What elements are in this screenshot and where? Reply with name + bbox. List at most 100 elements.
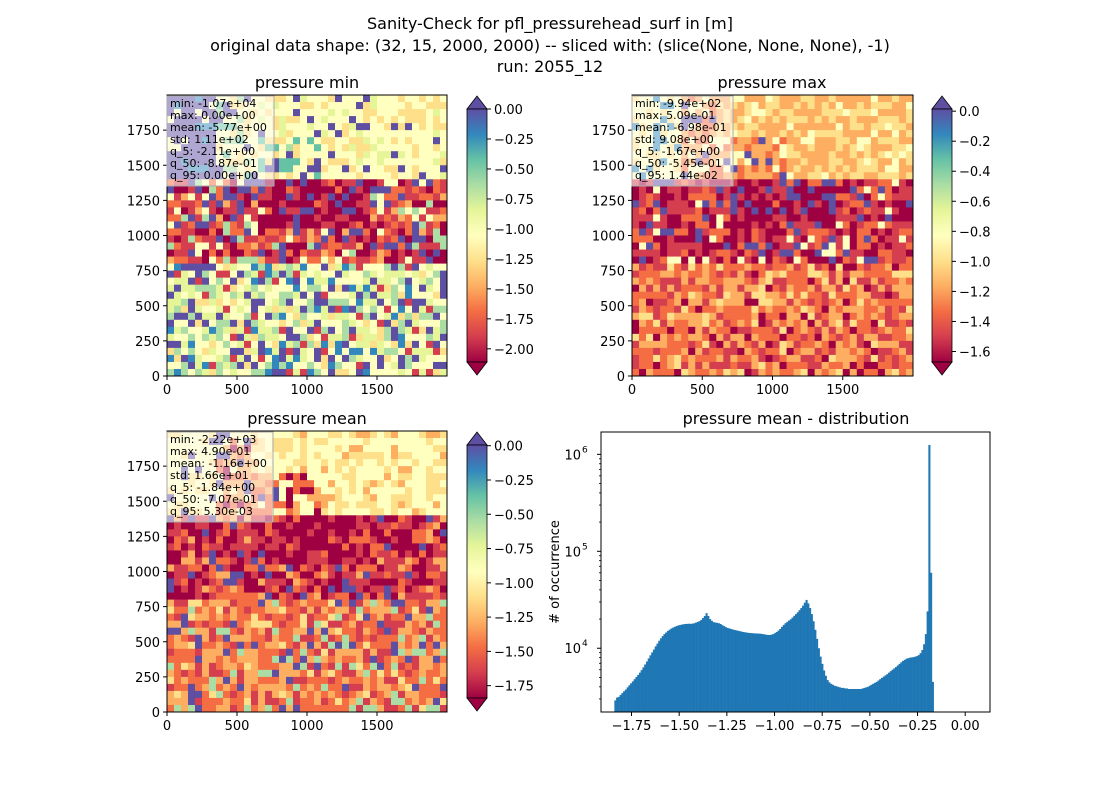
heatmap-cell <box>349 501 357 509</box>
heatmap-cell <box>230 256 238 265</box>
heatmap-cell <box>272 634 280 643</box>
heatmap-cell <box>279 179 287 187</box>
heatmap-cell <box>398 172 406 180</box>
heatmap-cell <box>384 102 392 110</box>
heatmap-cell <box>877 137 886 145</box>
heatmap-cell <box>681 368 689 376</box>
heatmap-cell <box>335 130 343 138</box>
heatmap-cell <box>272 704 280 712</box>
heatmap-cell <box>230 235 238 244</box>
heatmap-cell <box>188 550 196 559</box>
heatmap-cell <box>891 123 900 131</box>
heatmap-cell <box>321 228 329 237</box>
heatmap-cell <box>440 606 447 615</box>
heatmap-cell <box>244 655 252 664</box>
stat-line: q_50: -7.07e-01 <box>170 493 257 506</box>
heatmap-cell <box>870 326 879 335</box>
heatmap-cell <box>307 249 315 258</box>
heatmap-cell <box>314 501 322 509</box>
heatmap-cell <box>216 606 224 615</box>
heatmap-cell <box>209 347 217 356</box>
heatmap-cell <box>702 270 710 279</box>
heatmap-cell <box>870 165 879 173</box>
heatmap-cell <box>398 585 406 594</box>
heatmap-cell <box>737 361 746 370</box>
heatmap-cell <box>412 354 420 363</box>
heatmap-cell <box>258 221 266 230</box>
heatmap-cell <box>307 494 315 502</box>
heatmap-cell <box>814 228 823 237</box>
colorbar-tick-label: −1.25 <box>494 253 534 268</box>
heatmap-cell <box>639 319 647 328</box>
heatmap-cell <box>391 200 399 209</box>
heatmap-cell <box>384 508 392 516</box>
heatmap-cell <box>174 704 182 712</box>
heatmap-cell <box>723 270 731 279</box>
heatmap-cell <box>349 305 357 314</box>
heatmap-cell <box>202 256 210 265</box>
heatmap-cell <box>272 340 280 349</box>
heatmap-cell <box>849 361 858 370</box>
heatmap-cell <box>849 186 858 194</box>
heatmap-cell <box>786 298 795 307</box>
heatmap-cell <box>905 291 913 300</box>
heatmap-cell <box>737 109 746 117</box>
heatmap-cell <box>440 599 447 608</box>
heatmap-cell <box>758 368 767 376</box>
heatmap-cell <box>800 361 809 370</box>
heatmap-cell <box>849 270 858 279</box>
heatmap-cell <box>758 326 767 335</box>
heatmap-cell <box>412 543 420 552</box>
heatmap-cell <box>181 543 189 552</box>
heatmap-cell <box>835 207 844 216</box>
heatmap-cell <box>709 312 717 321</box>
heatmap-cell <box>391 354 399 363</box>
heatmap-cell <box>398 95 406 103</box>
heatmap-cell <box>426 669 434 678</box>
heatmap-cell <box>793 347 802 356</box>
heatmap-cell <box>356 431 364 439</box>
heatmap-cell <box>674 235 682 244</box>
heatmap-cell <box>758 319 767 328</box>
heatmap-cell <box>307 634 315 643</box>
heatmap-cell <box>174 305 182 314</box>
heatmap-cell <box>174 599 182 608</box>
heatmap-cell <box>765 116 774 124</box>
heatmap-cell <box>188 655 196 664</box>
heatmap-cell <box>363 298 371 307</box>
heatmap-cell <box>744 221 753 230</box>
heatmap-cell <box>807 326 816 335</box>
heatmap-cell <box>342 270 350 279</box>
heatmap-cell <box>321 95 329 103</box>
heatmap-cell <box>772 305 781 314</box>
heatmap-cell <box>433 179 441 187</box>
heatmap-cell <box>398 452 406 460</box>
heatmap-cell <box>800 193 809 201</box>
heatmap-cell <box>814 263 823 272</box>
heatmap-cell <box>440 179 447 187</box>
heatmap-cell <box>398 697 406 706</box>
heatmap-cell <box>209 235 217 244</box>
heatmap-cell <box>793 263 802 272</box>
heatmap-cell <box>384 291 392 300</box>
heatmap-cell <box>237 655 245 664</box>
heatmap-cell <box>335 186 343 194</box>
heatmap-cell <box>202 326 210 335</box>
heatmap-cell <box>279 277 287 286</box>
heatmap-cell <box>321 592 329 601</box>
heatmap-cell <box>765 298 774 307</box>
heatmap-cell <box>674 256 682 265</box>
heatmap-cell <box>342 599 350 608</box>
heatmap-cell <box>216 641 224 650</box>
heatmap-cell <box>667 340 675 349</box>
heatmap-cell <box>433 592 441 601</box>
heatmap-cell <box>891 137 900 145</box>
heatmap-cell <box>356 270 364 279</box>
heatmap-cell <box>244 298 252 307</box>
heatmap-cell <box>667 333 675 342</box>
heatmap-cell <box>209 676 217 685</box>
heatmap-cell <box>244 669 252 678</box>
heatmap-cell <box>328 690 336 699</box>
heatmap-cell <box>758 228 767 237</box>
heatmap-cell <box>405 592 413 601</box>
